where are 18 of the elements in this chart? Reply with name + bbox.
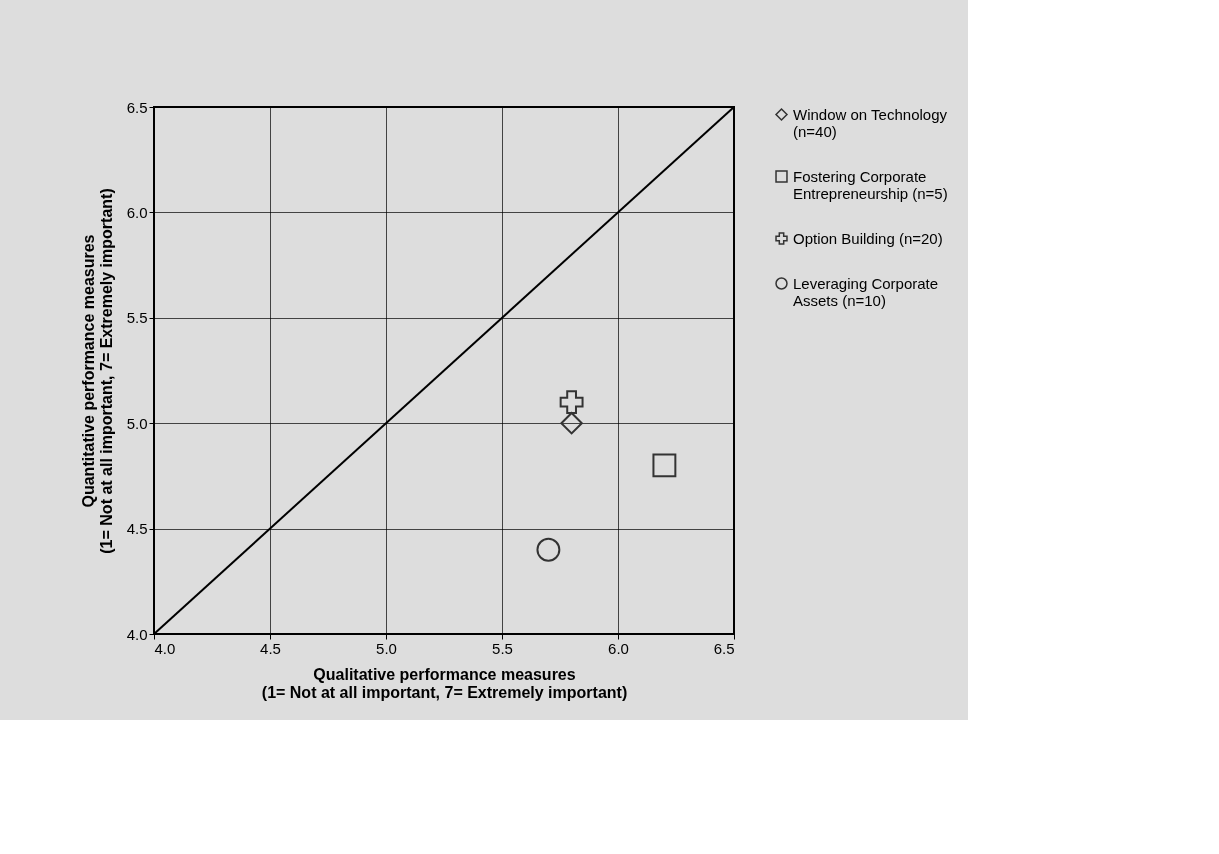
x-tick-label: 4.0 <box>154 639 176 657</box>
legend-label: Leveraging Corporate Assets (n=10) <box>793 274 939 309</box>
x-axis-title: Qualitative performance measures (1= Not at all important, 7= Extremely important) <box>261 665 628 701</box>
y-axis-title: Quantitative performance measures (1= Not at all important, 7= Extremely important) <box>79 188 115 554</box>
legend-label: Option Building (n=20) <box>793 229 943 247</box>
y-tick-label: 5.0 <box>126 414 148 432</box>
x-tick-label: 6.0 <box>608 639 629 657</box>
y-tick-label: 6.0 <box>126 203 148 221</box>
y-tick-label: 4.5 <box>126 520 148 538</box>
y-tick-label: 6.5 <box>126 98 148 116</box>
y-tick-label: 4.0 <box>126 625 148 643</box>
legend-label: Fostering Corporate Entrepreneurship (n=5) <box>793 167 948 202</box>
x-tick-label: 6.5 <box>713 639 735 657</box>
x-tick-label: 5.0 <box>376 639 397 657</box>
x-tick-label: 5.5 <box>492 639 513 657</box>
legend-label: Window on Technology (n=40) <box>793 105 948 140</box>
x-tick-label: 4.5 <box>260 639 281 657</box>
y-tick-label: 5.5 <box>126 309 148 327</box>
